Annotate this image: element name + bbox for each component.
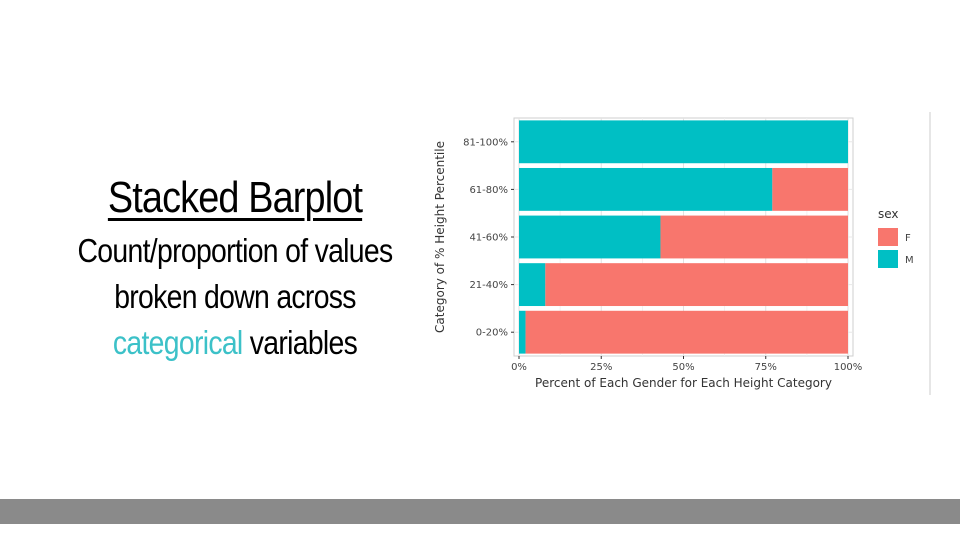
y-tick-label: 81-100% xyxy=(463,137,508,148)
y-tick-label: 61-80% xyxy=(469,185,508,196)
legend-swatch-m xyxy=(878,250,898,268)
bar-segment-m xyxy=(519,263,546,307)
x-axis-label: Percent of Each Gender for Each Height C… xyxy=(535,376,832,390)
legend-swatch-f xyxy=(878,228,898,246)
bar-segment-f xyxy=(772,167,848,211)
x-tick-label: 0% xyxy=(511,362,527,373)
slide-title: Stacked Barplot xyxy=(107,173,363,222)
x-tick-label: 100% xyxy=(834,362,863,373)
bar-segment-m xyxy=(519,167,773,211)
bar-segment-m xyxy=(519,120,848,164)
bar-segment-f xyxy=(525,310,848,354)
slide-subtitle-line-1: Count/proportion of values xyxy=(77,232,393,269)
chart-container: 0-20% 21-40% 41-60% 61-80% 81-100% 0% 25% 50% 75… xyxy=(428,108,933,398)
legend-label-f: F xyxy=(905,233,911,244)
y-tick-label: 41-60% xyxy=(469,233,508,244)
x-tick-label: 75% xyxy=(755,362,777,373)
bar-segment-f xyxy=(660,215,848,259)
y-tick-label: 21-40% xyxy=(469,280,508,291)
accent-word: categorical xyxy=(112,324,243,361)
slide-subtitle-line-3: categorical variables xyxy=(67,320,402,366)
slide-text-block: Stacked Barplot Count/proportion of valu… xyxy=(40,168,430,366)
bar-segment-m xyxy=(519,310,526,354)
x-tick-label: 50% xyxy=(672,362,694,373)
slide-subtitle-line-2: broken down across xyxy=(114,278,356,315)
bar-segment-f xyxy=(545,263,848,307)
bar-segment-m xyxy=(519,215,661,259)
stacked-bar-chart: 0-20% 21-40% 41-60% 61-80% 81-100% 0% 25% 50% 75… xyxy=(433,117,914,390)
y-tick-label: 0-20% xyxy=(476,328,508,339)
y-axis-label: Category of % Height Percentile xyxy=(433,141,447,333)
footer-bar xyxy=(0,499,960,524)
right-divider xyxy=(929,112,931,395)
legend-title: sex xyxy=(878,207,899,221)
x-tick-label: 25% xyxy=(590,362,612,373)
slide-subtitle-line-3-rest: variables xyxy=(242,324,358,361)
legend-label-m: M xyxy=(905,255,914,266)
